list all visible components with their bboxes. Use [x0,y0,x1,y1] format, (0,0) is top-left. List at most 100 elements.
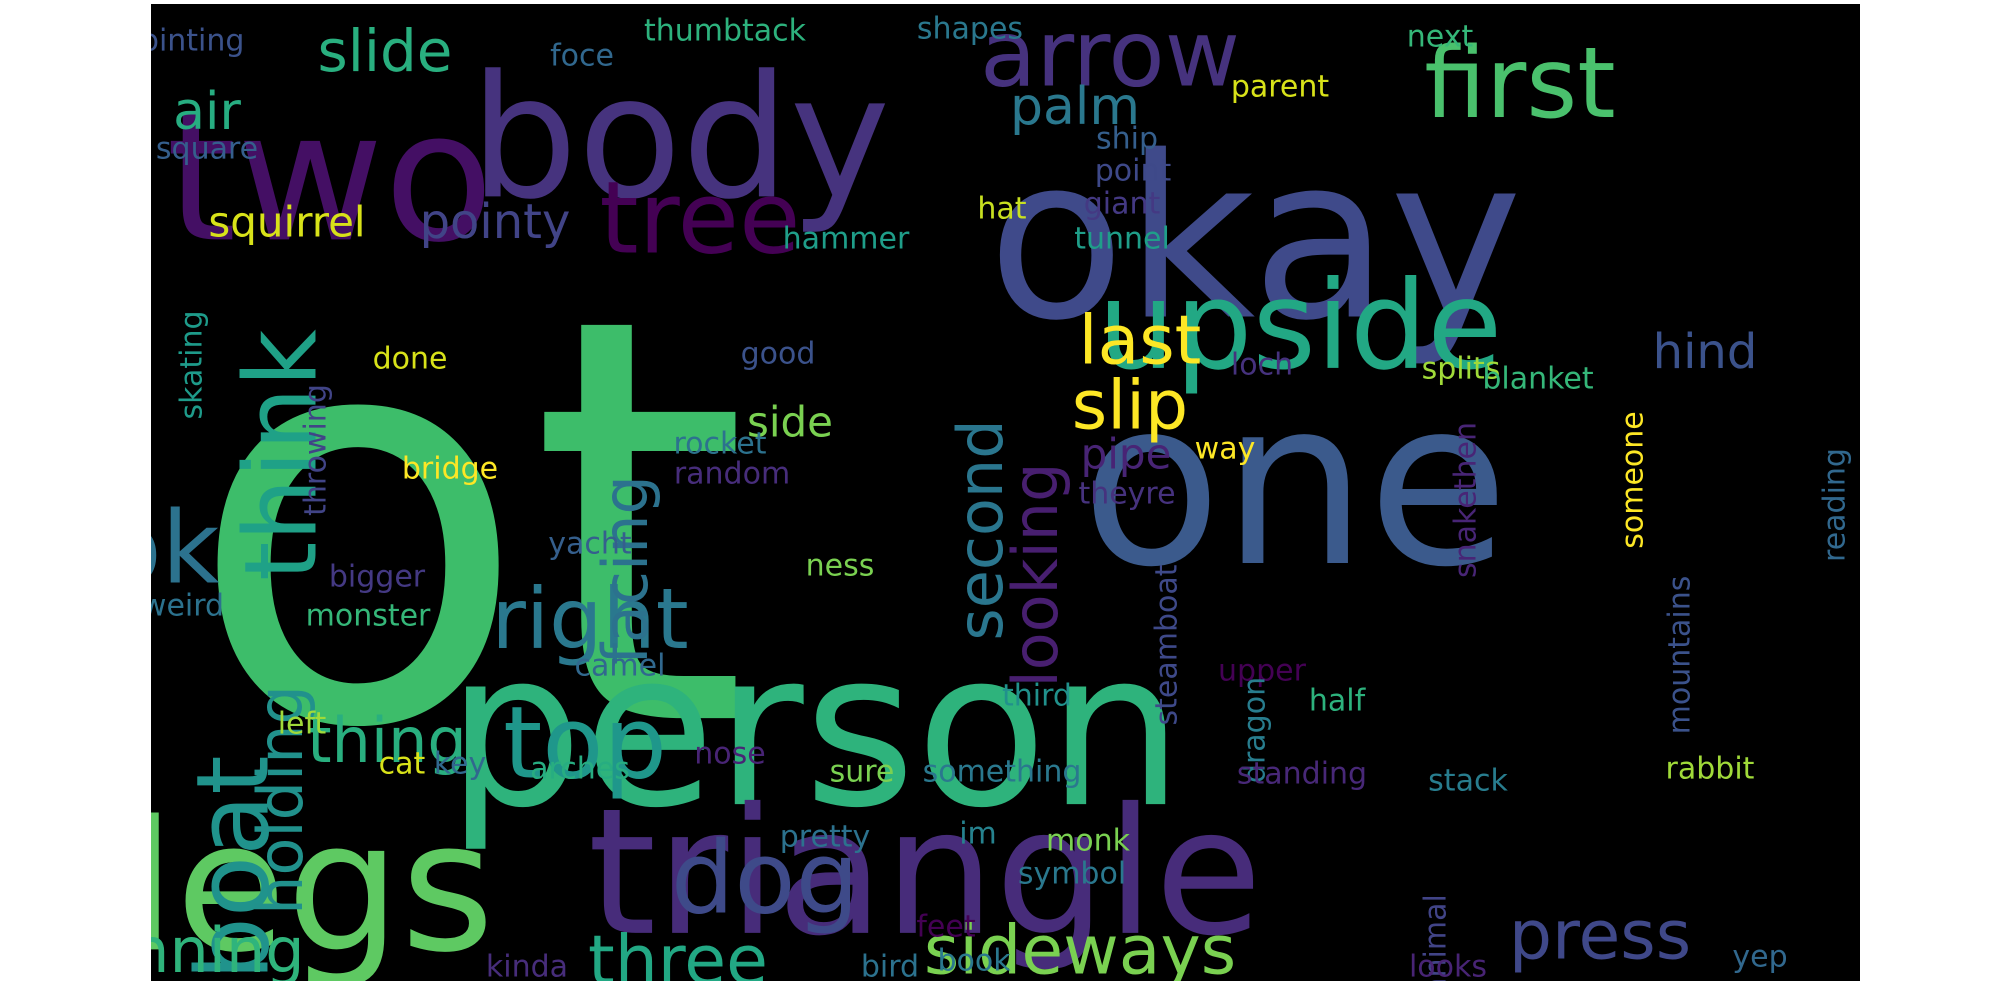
word-dog: dog [671,819,859,936]
word-weird: weird [142,589,224,624]
word-throwing: throwing [299,384,334,516]
word-triangle: triangle [588,772,1263,975]
word-three: three [588,922,768,1000]
word-slide: slide [318,17,453,85]
word-bridge: bridge [402,452,498,487]
word-parent: parent [1231,70,1330,105]
word-half: half [1309,684,1367,719]
word-standing: standing [1237,757,1367,792]
word-sideways: sideways [924,912,1236,991]
word-loch: loch [1231,348,1293,383]
word-right: right [491,570,688,668]
word-next: next [1407,20,1474,55]
word-monk: monk [1046,824,1131,859]
word-last: last [1079,302,1202,381]
word-bigger: bigger [329,560,426,595]
word-ok: ok [100,489,219,606]
word-boat: boat [174,755,291,980]
word-tunnel: tunnel [1074,222,1170,257]
word-im: im [959,817,997,852]
word-random: random [674,457,790,492]
word-symbol: symbol [1018,857,1126,892]
word-sure: sure [830,755,895,790]
word-person: person [447,604,1184,855]
word-arches: arches [530,752,630,787]
word-holding: holding [244,685,317,915]
word-steamboat: steamboat [1150,564,1185,725]
word-someone: someone [1616,411,1651,549]
word-rabbit: rabbit [1666,752,1755,787]
word-upper: upper [1218,654,1307,689]
word-one: one [1081,351,1509,618]
word-two: two [166,73,494,282]
word-upside: upside [1098,255,1503,397]
word-left: left [278,707,327,742]
word-monster: monster [306,599,431,634]
word-slip: slip [1072,367,1188,446]
word-pointing: pointing [122,24,245,59]
word-legs: legs [126,783,495,992]
word-giant: giant [1084,187,1161,222]
word-square: square [156,132,258,167]
word-running: running [65,914,304,987]
word-kinda: kinda [486,950,568,985]
word-shapes: shapes [917,12,1023,47]
word-feet: feet [916,910,975,945]
word-side: side [747,398,833,447]
word-rocket: rocket [673,427,766,462]
word-got: got [0,199,749,851]
word-mountains: mountains [1663,576,1698,735]
word-point: point [1095,154,1172,189]
word-ness: ness [806,549,875,584]
word-arrow: arrow [980,0,1240,107]
word-reading: reading [1818,448,1853,562]
word-pointy: pointy [420,194,571,250]
word-nose: nose [694,737,765,772]
word-bird: bird [861,950,919,985]
word-cloud-panel [151,4,1860,981]
word-looks: looks [1409,950,1487,985]
word-hammer: hammer [783,222,910,257]
word-thing: thing [307,704,466,777]
word-something: something [923,755,1082,790]
word-pretty: pretty [780,820,870,855]
word-book: book [937,944,1011,979]
word-facing: facing [589,475,662,665]
word-thumbtack: thumbtack [644,14,807,49]
word-body: body [470,39,890,237]
word-way: way [1195,432,1256,467]
word-camel: camel [575,649,666,684]
word-pipe: pipe [1081,430,1172,479]
word-blanket: blanket [1482,362,1594,397]
word-okay: okay [987,109,1522,371]
word-foce: foce [550,39,614,74]
word-tree: tree [599,159,800,276]
word-palm: palm [1010,77,1140,137]
word-think: think [222,329,339,581]
word-air: air [173,82,241,142]
word-theyre: theyre [1078,477,1175,512]
word-skating: skating [175,310,210,419]
word-stack: stack [1428,764,1508,799]
word-animal: animal [1419,894,1454,996]
word-yacht: yacht [548,527,632,562]
word-first: first [1424,27,1616,141]
word-done: done [373,342,448,377]
word-yep: yep [1732,940,1787,975]
word-ship: ship [1096,122,1158,157]
word-snakethen: snakethen [1449,422,1484,578]
word-hind: hind [1653,324,1758,380]
word-press: press [1509,897,1691,976]
word-dragon: dragon [1238,677,1273,783]
word-squirrel: squirrel [208,198,365,247]
word-top: top [503,684,667,801]
word-third: third [1002,679,1072,714]
word-hat: hat [977,192,1026,227]
word-good: good [741,337,816,372]
word-splits: splits [1422,352,1501,387]
word-second: second [944,419,1017,640]
word-looking: looking [999,463,1072,688]
word-cat: cat [379,747,426,782]
word-key: key [434,747,487,782]
